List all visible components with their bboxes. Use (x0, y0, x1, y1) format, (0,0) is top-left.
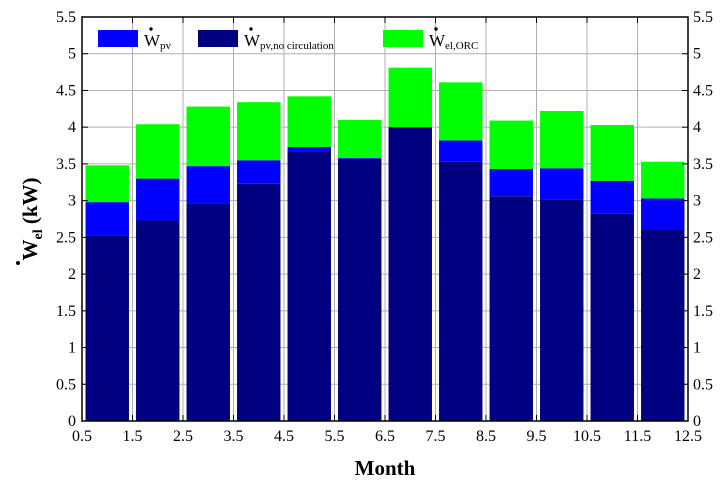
bar-segment-month-4-series-0 (237, 183, 281, 421)
y-tick-label-right: 0 (693, 413, 701, 430)
bar-segment-month-10-series-2 (540, 111, 584, 169)
y-tick-label-left: 3.5 (56, 156, 76, 173)
bar-segment-month-12-series-1 (641, 198, 685, 231)
x-tick-label: 8.5 (476, 428, 496, 445)
y-tick-label-left: 4.5 (56, 82, 76, 99)
bar-segment-month-11-series-2 (590, 124, 634, 181)
bar-segment-month-10-series-0 (540, 199, 584, 421)
x-tick-label: 2.5 (173, 428, 193, 445)
bar-segment-month-3-series-2 (186, 106, 230, 167)
y-tick-label-right: 3.5 (693, 156, 713, 173)
bar-segment-month-5-series-2 (287, 96, 331, 148)
bar-segment-month-7-series-2 (388, 67, 432, 128)
y-tick-label-right: 5 (693, 46, 701, 63)
bar-segment-month-9-series-2 (489, 120, 533, 170)
legend-label: Wpv (144, 31, 172, 52)
legend-swatch (198, 30, 238, 47)
bar-segment-month-9-series-0 (489, 196, 533, 421)
bar-segment-month-8-series-1 (439, 140, 483, 162)
x-tick-label: 9.5 (527, 428, 547, 445)
bar-segment-month-6-series-2 (338, 119, 382, 159)
bar-segment-month-9-series-1 (489, 169, 533, 197)
y-tick-label-right: 5.5 (693, 9, 713, 26)
bar-segment-month-6-series-1 (338, 158, 382, 159)
bar-segment-month-3-series-1 (186, 166, 230, 204)
x-axis-title: Month (355, 456, 416, 480)
x-tick-label: 1.5 (123, 428, 143, 445)
bar-segment-month-11-series-0 (590, 213, 634, 421)
y-tick-label-left: 0.5 (56, 376, 76, 393)
bar-segment-month-3-series-0 (186, 203, 230, 421)
x-tick-label: 3.5 (224, 428, 244, 445)
legend-label: Wel,ORC (429, 31, 478, 52)
y-tick-label-left: 0 (68, 413, 76, 430)
legend-dot (149, 27, 153, 31)
x-tick-label: 5.5 (325, 428, 345, 445)
bar-segment-month-1-series-0 (85, 235, 129, 421)
x-tick-label: 0.5 (72, 428, 92, 445)
bar-segment-month-4-series-1 (237, 160, 281, 184)
y-tick-label-right: 4 (693, 119, 701, 136)
bar-segment-month-8-series-2 (439, 82, 483, 141)
x-tick-label: 4.5 (274, 428, 294, 445)
x-tick-label: 12.5 (674, 428, 702, 445)
legend-dot (249, 27, 253, 31)
bar-segment-month-8-series-0 (439, 161, 483, 422)
y-tick-label-left: 1.5 (56, 303, 76, 320)
y-axis-title-dot (16, 261, 20, 265)
x-tick-label: 6.5 (375, 428, 395, 445)
y-tick-label-left: 1 (68, 340, 76, 357)
y-tick-label-left: 4 (68, 119, 76, 136)
bar-segment-month-10-series-1 (540, 168, 584, 200)
y-axis-title-group: Wel (kW) (16, 177, 46, 265)
y-tick-label-right: 2 (693, 266, 701, 283)
x-tick-label: 11.5 (624, 428, 651, 445)
bar-segment-month-4-series-2 (237, 102, 281, 161)
y-tick-label-right: 2.5 (693, 229, 713, 246)
bar-segment-month-5-series-1 (287, 147, 331, 152)
bar-segment-month-12-series-2 (641, 161, 685, 199)
bar-segment-month-6-series-0 (338, 158, 382, 421)
bar-segment-month-12-series-0 (641, 230, 685, 421)
x-tick-label: 7.5 (426, 428, 446, 445)
bar-segment-month-2-series-1 (136, 178, 180, 221)
bar-segment-month-1-series-1 (85, 202, 129, 236)
y-tick-label-left: 3 (68, 193, 76, 210)
axis-titles: Month Wel (kW) (16, 177, 416, 480)
legend-swatch (383, 30, 423, 47)
axis-ticks: 0.5 1.5 2.5 3.5 4.5 5.5 6.5 7.5 8.5 9.5 10.5 11.5 12… (56, 9, 713, 445)
bar-segment-month-2-series-2 (136, 124, 180, 179)
bar-segment-month-2-series-0 (136, 220, 180, 421)
y-axis-title: Wel (kW) (18, 177, 46, 260)
bar-segment-month-7-series-0 (388, 127, 432, 421)
legend-label: Wpv,no circulation (244, 31, 334, 52)
y-tick-label-right: 4.5 (693, 82, 713, 99)
y-tick-label-left: 5 (68, 46, 76, 63)
y-tick-label-right: 0.5 (693, 376, 713, 393)
y-tick-label-left: 2 (68, 266, 76, 283)
legend-swatch (98, 30, 138, 47)
legend: Wpv Wpv,no circulation Wel,ORC (98, 27, 478, 52)
x-tick-label: 10.5 (573, 428, 601, 445)
bar-segment-month-11-series-1 (590, 180, 634, 214)
y-tick-label-right: 1.5 (693, 303, 713, 320)
y-tick-label-left: 2.5 (56, 229, 76, 246)
bar-segment-month-5-series-0 (287, 151, 331, 421)
bar-segment-month-1-series-2 (85, 165, 129, 203)
y-tick-label-left: 5.5 (56, 9, 76, 26)
y-tick-label-right: 3 (693, 193, 701, 210)
legend-dot (434, 27, 438, 31)
bars (85, 67, 685, 422)
y-tick-label-right: 1 (693, 340, 701, 357)
